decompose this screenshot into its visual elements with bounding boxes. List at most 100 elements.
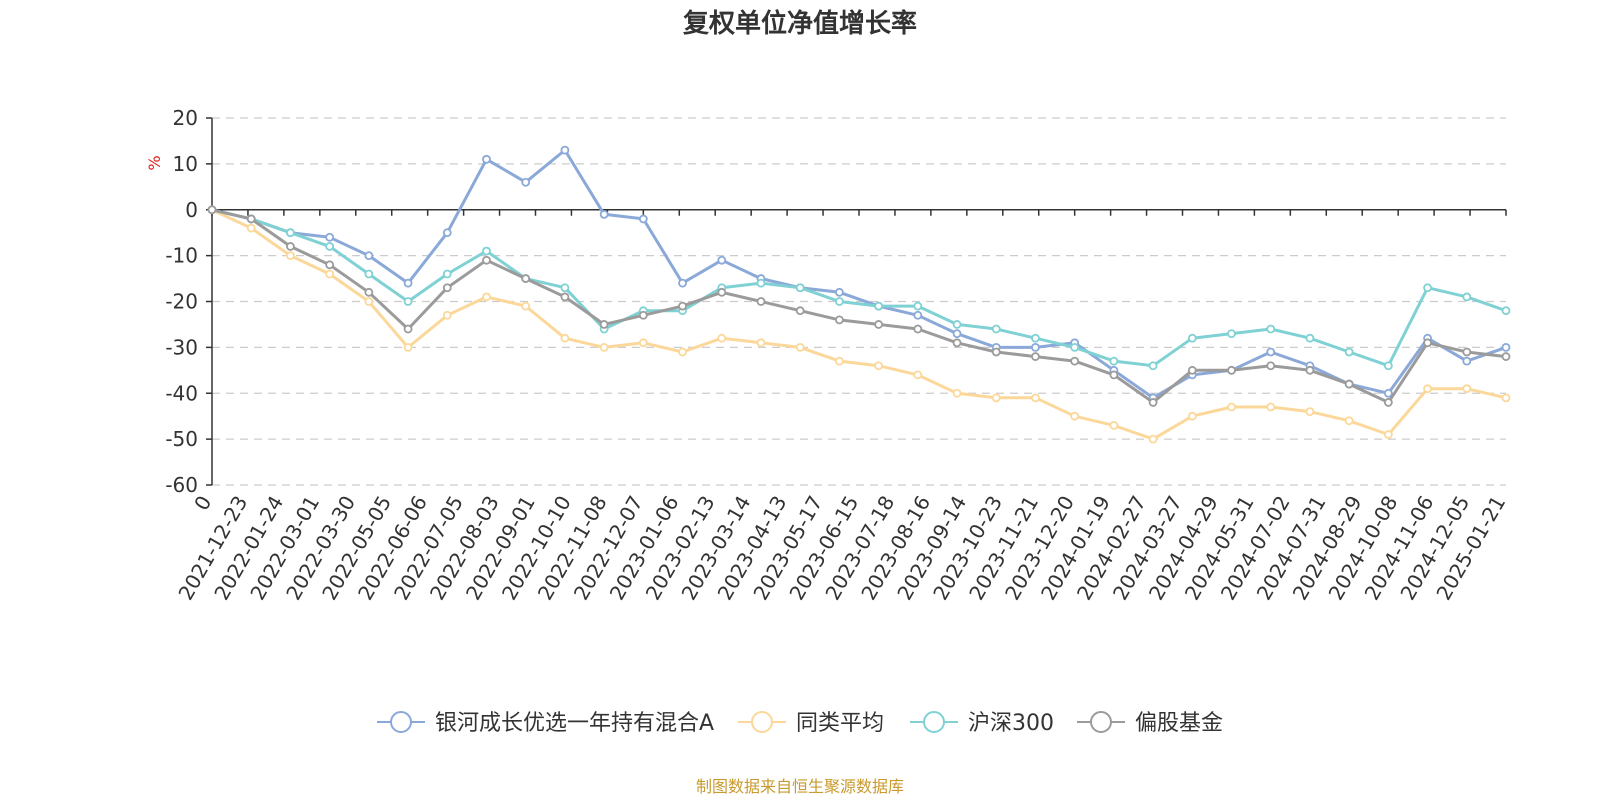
series-point — [638, 214, 648, 224]
series-point — [325, 242, 335, 251]
series-point — [521, 274, 531, 283]
series-point — [1266, 402, 1276, 412]
series-point — [1462, 347, 1472, 357]
series-point — [364, 297, 374, 306]
series-point — [325, 269, 335, 279]
series-point — [599, 209, 609, 219]
series-point — [717, 287, 727, 297]
series-point — [560, 283, 570, 293]
series-point — [1187, 411, 1197, 421]
series-point — [795, 306, 805, 316]
axes: 20100-10-20-30-40-50-6002021-12-232022-0… — [165, 106, 1510, 604]
legend-marker-icon — [1090, 711, 1112, 733]
series-point — [952, 338, 962, 348]
series-point — [1227, 329, 1236, 339]
series-point — [1501, 393, 1511, 403]
series-point — [1344, 379, 1354, 389]
legend-marker-icon — [751, 711, 773, 733]
series-point — [1148, 361, 1158, 371]
series-point — [1070, 342, 1080, 352]
series-point — [442, 228, 452, 238]
series-point — [913, 301, 923, 311]
series-point — [364, 251, 374, 261]
series-point — [246, 214, 256, 224]
series-point — [1383, 388, 1393, 398]
legend-marker-icon — [390, 711, 412, 733]
legend-marker-icon — [923, 711, 945, 733]
series-point — [521, 177, 531, 187]
series-line-1 — [210, 208, 1508, 441]
series-point — [834, 356, 844, 366]
series-point — [638, 338, 648, 348]
series-point — [1187, 365, 1197, 375]
series-point — [756, 297, 766, 306]
series-point — [560, 145, 570, 155]
y-tick-label: -10 — [165, 244, 198, 268]
series-line-0 — [210, 148, 1508, 400]
series-point — [560, 333, 570, 343]
legend-item-0[interactable]: 银河成长优选一年持有混合A — [377, 711, 714, 736]
series-point — [874, 301, 884, 311]
series-point — [482, 154, 491, 164]
series-point — [286, 228, 295, 238]
series-point — [795, 342, 805, 352]
series-point — [1109, 420, 1119, 430]
series-point — [756, 338, 766, 348]
series-point — [913, 370, 923, 380]
x-tick-label: 0 — [189, 492, 216, 515]
series-point — [1266, 361, 1276, 371]
series-point — [1305, 407, 1315, 417]
series-point — [1462, 356, 1472, 366]
series-point — [952, 388, 962, 398]
series-point — [1462, 384, 1472, 394]
series-point — [1109, 356, 1119, 366]
series-point — [1187, 333, 1197, 343]
series-point — [717, 333, 727, 343]
legend: 银河成长优选一年持有混合A 同类平均 沪深300 偏股基金 — [377, 711, 1223, 736]
series-point — [1383, 430, 1393, 439]
series-point — [599, 342, 609, 352]
series-point — [678, 278, 687, 288]
legend-label: 沪深300 — [968, 711, 1054, 736]
legend-item-1[interactable]: 同类平均 — [738, 711, 884, 736]
series-point — [874, 320, 884, 329]
series-point — [1070, 356, 1080, 366]
series-point — [1344, 347, 1354, 357]
series-point — [1227, 365, 1236, 375]
series-point — [1383, 361, 1393, 371]
series-point — [678, 347, 687, 357]
legend-item-3[interactable]: 偏股基金 — [1077, 711, 1223, 736]
series-point — [1501, 352, 1511, 361]
series-point — [756, 278, 766, 288]
series-point — [403, 342, 413, 352]
legend-item-2[interactable]: 沪深300 — [910, 711, 1054, 736]
series-point — [834, 315, 844, 325]
series-point — [403, 278, 413, 288]
y-tick-label: -30 — [165, 335, 198, 359]
series-point — [638, 310, 648, 320]
series-point — [991, 347, 1001, 357]
legend-label: 银河成长优选一年持有混合A — [435, 711, 714, 736]
series-line-3 — [210, 208, 1508, 404]
series-point — [1266, 324, 1276, 334]
series-point — [1305, 365, 1315, 375]
series-point — [560, 292, 570, 302]
series-point — [442, 269, 452, 279]
series-point — [325, 232, 335, 242]
series-point — [364, 287, 374, 297]
series-point — [246, 223, 256, 233]
series-point — [599, 320, 609, 329]
y-axis-unit-label: % — [145, 155, 164, 170]
series-point — [795, 283, 805, 293]
y-tick-label: 0 — [185, 198, 198, 222]
series-point — [403, 324, 413, 334]
y-tick-label: -50 — [165, 427, 198, 451]
series-point — [1266, 347, 1276, 357]
series-point — [286, 251, 295, 261]
series-lines — [207, 145, 1511, 444]
series-point — [482, 292, 491, 302]
series-point — [1148, 398, 1158, 407]
series-point — [913, 310, 923, 320]
series-point — [913, 324, 923, 334]
